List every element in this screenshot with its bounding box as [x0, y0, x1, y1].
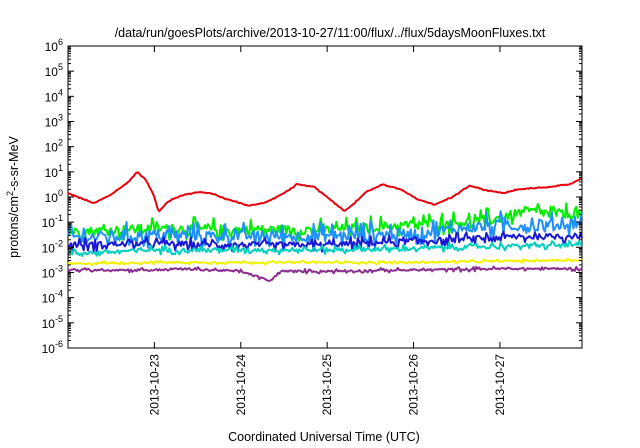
- y-tick-label-base: 10: [45, 90, 59, 104]
- y-tick-label-exponent: 4: [58, 87, 63, 97]
- y-tick-label-base: 10: [45, 166, 59, 180]
- y-tick-label: 10-3: [42, 264, 63, 281]
- series-line-4: [67, 230, 583, 253]
- y-tick-label-base: 10: [45, 141, 59, 155]
- y-axis: 10610510410310210110010-110-210-310-410-…: [42, 37, 582, 356]
- y-tick-label: 100: [45, 188, 63, 205]
- y-axis-label: protons/cm2-s-sr-MeV: [5, 135, 21, 257]
- y-tick-label: 104: [45, 87, 63, 104]
- y-tick-label-exponent: -5: [55, 314, 63, 324]
- x-axis-label: Coordinated Universal Time (UTC): [228, 430, 420, 444]
- y-tick-label-exponent: -6: [55, 339, 63, 349]
- plot-frame: [67, 45, 583, 349]
- series-line-7: [67, 265, 583, 282]
- series-line-5: [67, 239, 583, 257]
- y-tick-label: 10-1: [42, 213, 63, 230]
- x-tick-label: 2013-10-26: [407, 354, 421, 416]
- y-tick-label-exponent: -1: [55, 213, 63, 223]
- x-tick-label: 2013-10-23: [147, 354, 161, 416]
- x-tick-label: 2013-10-25: [320, 354, 334, 416]
- y-tick-label: 101: [45, 163, 63, 180]
- y-tick-label-base: 10: [42, 317, 56, 331]
- y-tick-label-exponent: -2: [55, 238, 63, 248]
- y-tick-label: 103: [45, 113, 63, 130]
- y-tick-label: 102: [45, 138, 63, 155]
- y-tick-label-exponent: 1: [58, 163, 63, 173]
- x-tick-label: 2013-10-27: [493, 354, 507, 416]
- x-axis: 2013-10-23 2013-10-24 2013-10-25 2013-10-26…: [147, 46, 507, 415]
- chart-title: /data/run/goesPlots/archive/2013-10-27/1…: [115, 26, 546, 40]
- y-tick-label: 106: [45, 37, 63, 54]
- x-tick-label: 2013-10-24: [234, 354, 248, 416]
- y-tick-label-exponent: 5: [58, 62, 63, 72]
- y-axis-label-sup: 2: [5, 191, 15, 196]
- y-tick-label-base: 10: [45, 40, 59, 54]
- y-tick-label: 10-6: [42, 339, 63, 356]
- y-tick-label-base: 10: [45, 191, 59, 205]
- y-tick-label-exponent: -3: [55, 264, 63, 274]
- y-tick-label: 105: [45, 62, 63, 79]
- y-tick-label-exponent: -4: [55, 289, 63, 299]
- y-tick-label-exponent: 2: [58, 138, 63, 148]
- y-tick-label-base: 10: [42, 292, 56, 306]
- series-layer: [67, 171, 583, 282]
- y-tick-label-exponent: 3: [58, 113, 63, 123]
- y-axis-label-base: protons/cm: [7, 196, 21, 258]
- y-tick-label-base: 10: [42, 216, 56, 230]
- y-axis-label-rest: -s-sr-MeV: [7, 135, 21, 191]
- y-tick-label: 10-2: [42, 238, 63, 255]
- y-tick-label-base: 10: [45, 116, 59, 130]
- y-tick-label-base: 10: [42, 342, 56, 356]
- y-tick-label-base: 10: [42, 267, 56, 281]
- y-tick-label-exponent: 6: [58, 37, 63, 47]
- y-tick-label: 10-5: [42, 314, 63, 331]
- series-line-1: [67, 171, 583, 213]
- y-tick-label: 10-4: [42, 289, 63, 306]
- y-tick-label-exponent: 0: [58, 188, 63, 198]
- y-tick-label-base: 10: [45, 65, 59, 79]
- series-line-3: [67, 210, 583, 250]
- series-line-6: [67, 257, 583, 266]
- y-tick-label-base: 10: [42, 241, 56, 255]
